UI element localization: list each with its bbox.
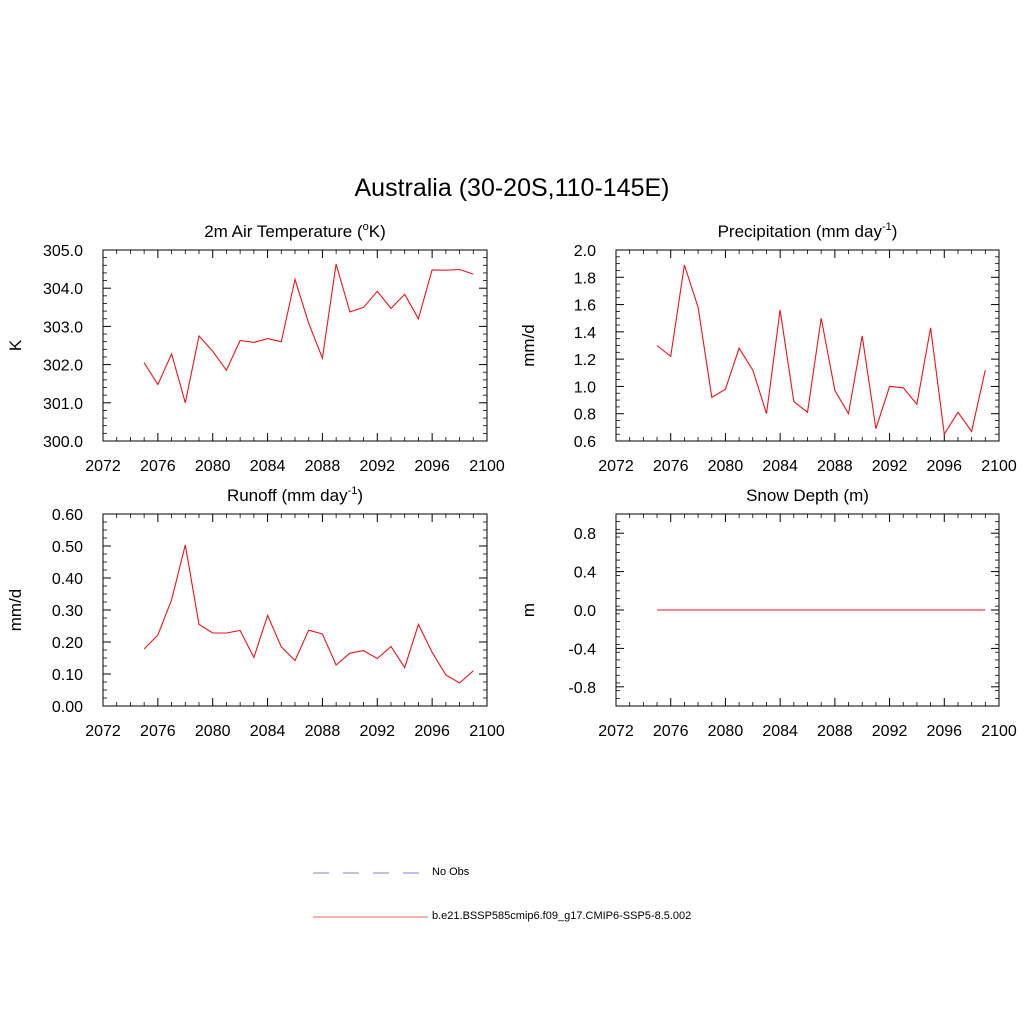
panel-title: Precipitation (mm day-1) [718, 221, 898, 241]
x-tick-label: 2100 [981, 458, 1017, 475]
series-line-temperature [143, 263, 474, 403]
panel-precipitation: 2072 2076 2080 2084 2088 2092 2096 2100 0.6 0.8 1.… [519, 221, 1017, 475]
x-tick-label: 2100 [469, 723, 505, 740]
y-tick-label: 0.4 [574, 565, 596, 582]
legend [313, 872, 428, 918]
panels: 2072 2076 2080 2084 2088 2092 2096 2100 300.0 301… [6, 221, 1017, 740]
y-axis-label: mm/d [6, 589, 25, 632]
x-tick-label: 2092 [359, 458, 395, 475]
y-tick-label: 305.0 [43, 243, 83, 260]
y-tick-label: 1.8 [574, 270, 596, 287]
y-tick-label: 0.10 [52, 667, 83, 684]
x-tick-label: 2096 [926, 723, 962, 740]
panel-title: Runoff (mm day-1) [227, 485, 363, 505]
x-tick-label: 2092 [872, 723, 908, 740]
x-tick-label: 2100 [469, 458, 505, 475]
x-tick-label: 2072 [85, 723, 121, 740]
x-tick-label: 2080 [195, 458, 231, 475]
x-tick-label: 2096 [414, 458, 450, 475]
y-axis-label: K [6, 339, 25, 351]
y-tick-label: 0.00 [52, 699, 83, 716]
x-tick-label: 2088 [817, 458, 853, 475]
y-tick-label: 2.0 [574, 243, 596, 260]
y-tick-label: 304.0 [43, 281, 83, 298]
panel-temperature: 2072 2076 2080 2084 2088 2092 2096 2100 300.0 301… [6, 221, 505, 475]
x-tick-label: 2088 [305, 723, 341, 740]
x-tick-label: 2096 [926, 458, 962, 475]
x-tick-label: 2072 [85, 458, 121, 475]
x-tick-label: 2076 [140, 723, 176, 740]
x-tick-label: 2092 [872, 458, 908, 475]
panel-title: 2m Air Temperature (oK) [204, 221, 386, 241]
y-axis-label: m [519, 603, 538, 617]
y-tick-label: 301.0 [43, 396, 83, 413]
y-tick-label: -0.4 [568, 641, 596, 658]
x-tick-label: 2092 [359, 723, 395, 740]
panel-title: Snow Depth (m) [746, 486, 869, 505]
y-axis-label: mm/d [519, 324, 538, 367]
y-tick-label: 1.0 [574, 379, 596, 396]
panel-runoff: 2072 2076 2080 2084 2088 2092 2096 2100 0.00 0.10… [6, 485, 505, 740]
x-tick-label: 2080 [195, 723, 231, 740]
x-tick-label: 2096 [414, 723, 450, 740]
plot-frame [102, 513, 488, 707]
x-tick-label: 2080 [708, 458, 744, 475]
y-tick-label: 0.50 [52, 539, 83, 556]
y-tick-label: 302.0 [43, 358, 83, 375]
y-tick-label: 300.0 [43, 434, 83, 451]
y-tick-label: 1.6 [574, 298, 596, 315]
x-tick-label: 2076 [140, 458, 176, 475]
x-tick-label: 2100 [981, 723, 1017, 740]
x-tick-label: 2076 [653, 458, 689, 475]
panel-snow-depth: 2072 2076 2080 2084 2088 2092 2096 2100 -0.8 -0.4… [519, 486, 1017, 740]
x-tick-label: 2084 [250, 723, 286, 740]
y-tick-label: 0.0 [574, 603, 596, 620]
x-tick-label: 2072 [598, 723, 634, 740]
x-tick-label: 2084 [762, 458, 798, 475]
x-tick-label: 2084 [250, 458, 286, 475]
y-tick-label: 0.20 [52, 635, 83, 652]
x-tick-label: 2072 [598, 458, 634, 475]
y-tick-label: 0.8 [574, 526, 596, 543]
y-tick-label: 0.8 [574, 407, 596, 424]
y-tick-label: 0.6 [574, 434, 596, 451]
series-line-precipitation [656, 264, 986, 436]
x-tick-label: 2076 [653, 723, 689, 740]
x-tick-label: 2080 [708, 723, 744, 740]
x-tick-label: 2088 [305, 458, 341, 475]
y-tick-label: 1.2 [574, 352, 596, 369]
y-tick-label: -0.8 [568, 680, 596, 697]
figure-title: Australia (30-20S,110-145E) [355, 174, 670, 202]
x-tick-label: 2084 [762, 723, 798, 740]
y-tick-label: 1.4 [574, 325, 596, 342]
y-tick-label: 0.30 [52, 603, 83, 620]
y-tick-label: 0.40 [52, 571, 83, 588]
y-tick-label: 0.60 [52, 507, 83, 524]
series-line-runoff [143, 544, 474, 684]
y-tick-label: 303.0 [43, 319, 83, 336]
x-tick-label: 2088 [817, 723, 853, 740]
